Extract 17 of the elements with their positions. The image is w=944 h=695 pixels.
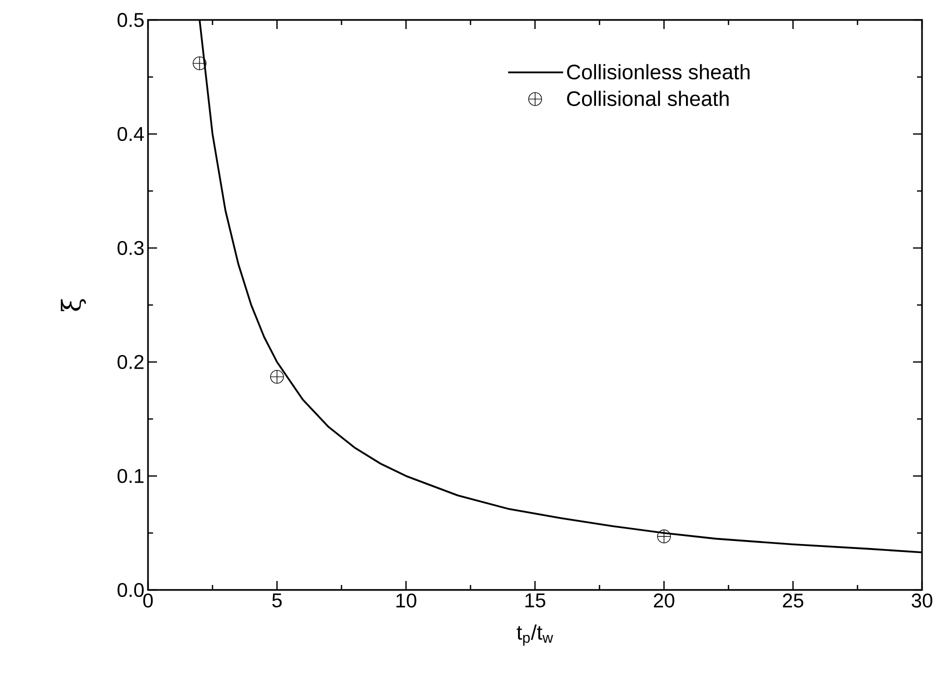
y-tick-label: 0.0 bbox=[118, 582, 144, 598]
y-tick-label: 0.1 bbox=[118, 468, 144, 484]
y-tick-label: 0.5 bbox=[118, 12, 144, 28]
x-tick-label: 25 bbox=[782, 594, 804, 608]
x-tick-label: 5 bbox=[272, 594, 282, 608]
y-tick-label: 0.3 bbox=[118, 240, 144, 256]
y-tick-label: 0.4 bbox=[118, 126, 144, 142]
legend-label: Collisionless sheath bbox=[567, 64, 750, 80]
x-tick-label: 30 bbox=[912, 594, 932, 608]
y-axis-title: ξ bbox=[60, 299, 86, 312]
y-tick-label: 0.2 bbox=[118, 354, 144, 370]
x-tick-label: 0 bbox=[143, 594, 153, 608]
legend-label: Collisional sheath bbox=[567, 90, 729, 106]
x-tick-label: 20 bbox=[654, 594, 674, 608]
x-axis-title: t$_{p}$/t$_{w}$ bbox=[516, 624, 554, 646]
x-tick-label: 10 bbox=[396, 594, 416, 608]
x-tick-label: 15 bbox=[525, 594, 546, 608]
